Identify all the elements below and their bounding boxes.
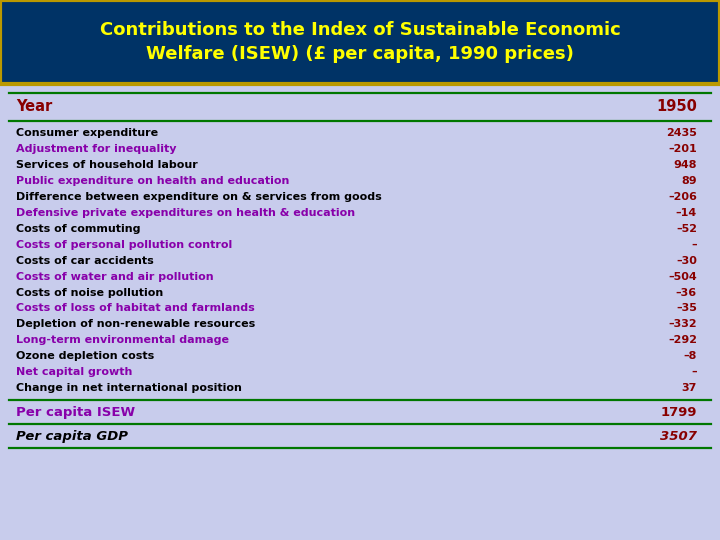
- Text: Contributions to the Index of Sustainable Economic
Welfare (ISEW) (£ per capita,: Contributions to the Index of Sustainabl…: [99, 21, 621, 63]
- Text: Defensive private expenditures on health & education: Defensive private expenditures on health…: [16, 208, 355, 218]
- Text: Services of household labour: Services of household labour: [16, 160, 197, 170]
- Text: –: –: [691, 367, 697, 377]
- Text: –36: –36: [676, 287, 697, 298]
- Text: Ozone depletion costs: Ozone depletion costs: [16, 351, 154, 361]
- Text: –14: –14: [675, 208, 697, 218]
- Text: Depletion of non-renewable resources: Depletion of non-renewable resources: [16, 319, 255, 329]
- Text: –332: –332: [668, 319, 697, 329]
- Text: –206: –206: [668, 192, 697, 202]
- Text: –52: –52: [676, 224, 697, 234]
- Text: Costs of personal pollution control: Costs of personal pollution control: [16, 240, 232, 250]
- Text: Net capital growth: Net capital growth: [16, 367, 132, 377]
- Text: –: –: [691, 240, 697, 250]
- Text: –201: –201: [668, 144, 697, 154]
- Text: Difference between expenditure on & services from goods: Difference between expenditure on & serv…: [16, 192, 382, 202]
- Text: 37: 37: [682, 383, 697, 393]
- Text: Costs of noise pollution: Costs of noise pollution: [16, 287, 163, 298]
- Text: Costs of car accidents: Costs of car accidents: [16, 255, 153, 266]
- Text: Costs of water and air pollution: Costs of water and air pollution: [16, 272, 213, 282]
- Text: Costs of loss of habitat and farmlands: Costs of loss of habitat and farmlands: [16, 303, 255, 314]
- Text: 1950: 1950: [656, 99, 697, 114]
- Text: 3507: 3507: [660, 429, 697, 443]
- Text: 2435: 2435: [666, 128, 697, 138]
- Text: Change in net international position: Change in net international position: [16, 383, 242, 393]
- Text: –35: –35: [676, 303, 697, 314]
- Text: Adjustment for inequality: Adjustment for inequality: [16, 144, 176, 154]
- Text: Year: Year: [16, 99, 52, 114]
- Text: Public expenditure on health and education: Public expenditure on health and educati…: [16, 176, 289, 186]
- Text: 948: 948: [673, 160, 697, 170]
- Text: –8: –8: [683, 351, 697, 361]
- Text: Costs of commuting: Costs of commuting: [16, 224, 140, 234]
- Text: –30: –30: [676, 255, 697, 266]
- Text: Per capita GDP: Per capita GDP: [16, 429, 128, 443]
- Text: –292: –292: [668, 335, 697, 346]
- Text: 89: 89: [681, 176, 697, 186]
- Text: Long-term environmental damage: Long-term environmental damage: [16, 335, 229, 346]
- Text: –504: –504: [668, 272, 697, 282]
- Text: 1799: 1799: [660, 406, 697, 419]
- Text: Consumer expenditure: Consumer expenditure: [16, 128, 158, 138]
- Text: Per capita ISEW: Per capita ISEW: [16, 406, 135, 419]
